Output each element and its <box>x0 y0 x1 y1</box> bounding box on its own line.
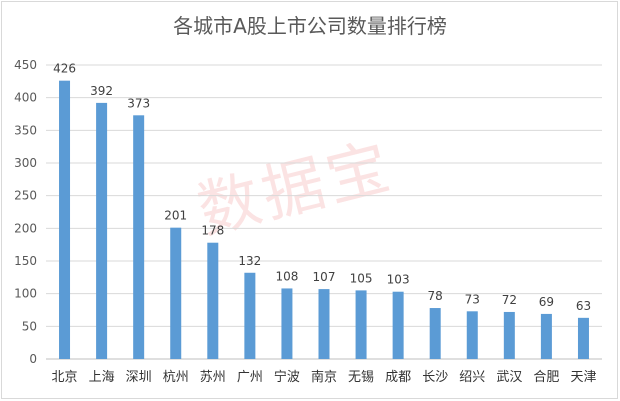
data-label: 72 <box>502 293 517 307</box>
bar <box>503 311 515 359</box>
x-tick-label: 上海 <box>89 370 115 385</box>
data-label: 63 <box>576 299 591 313</box>
data-label: 201 <box>164 209 187 223</box>
x-tick-label: 北京 <box>52 370 78 385</box>
x-tick-label: 宁波 <box>274 369 300 385</box>
data-label: 108 <box>275 269 298 283</box>
data-label: 178 <box>201 224 224 238</box>
bar <box>540 313 552 359</box>
y-tick-label: 100 <box>14 287 37 301</box>
x-tick-label: 广州 <box>237 370 263 385</box>
bar <box>59 80 71 360</box>
y-tick-label: 50 <box>22 319 37 333</box>
data-label: 78 <box>428 289 443 303</box>
x-tick-label: 长沙 <box>422 370 448 385</box>
data-label: 69 <box>539 295 554 309</box>
x-tick-label: 成都 <box>385 370 411 385</box>
data-label: 426 <box>53 62 76 76</box>
x-tick-label: 南京 <box>311 369 337 385</box>
y-tick-label: 0 <box>29 352 37 366</box>
bar <box>429 308 441 359</box>
data-label: 107 <box>313 270 336 284</box>
y-tick-label: 400 <box>14 91 37 105</box>
x-tick-label: 合肥 <box>533 370 559 385</box>
x-tick-label: 无锡 <box>348 370 374 385</box>
bar <box>244 272 256 359</box>
bar <box>577 317 589 359</box>
x-tick-label: 绍兴 <box>459 370 485 385</box>
chart-title: 各城市A股上市公司数量排行榜 <box>173 14 447 38</box>
x-tick-label: 天津 <box>570 370 596 385</box>
x-tick-label: 武汉 <box>496 370 522 385</box>
data-label: 73 <box>465 292 480 306</box>
bar <box>281 288 293 359</box>
data-label: 105 <box>350 271 373 285</box>
bar <box>133 115 145 359</box>
y-tick-label: 150 <box>14 254 37 268</box>
data-label: 373 <box>127 96 150 110</box>
data-label: 392 <box>90 84 113 98</box>
bar <box>318 289 330 359</box>
y-tick-label: 450 <box>14 58 37 72</box>
x-tick-label: 杭州 <box>163 370 189 385</box>
y-tick-label: 250 <box>14 189 37 203</box>
bar <box>466 311 478 359</box>
y-tick-label: 350 <box>14 123 37 137</box>
x-tick-label: 深圳 <box>126 370 152 385</box>
data-label: 103 <box>387 273 410 287</box>
y-tick-label: 300 <box>14 156 37 170</box>
data-label: 132 <box>238 254 261 268</box>
bar <box>392 291 404 359</box>
y-tick-label: 200 <box>14 221 37 235</box>
x-tick-label: 苏州 <box>200 369 226 385</box>
bar <box>355 290 367 359</box>
bar <box>207 242 219 359</box>
bar <box>170 227 182 359</box>
bar <box>96 102 108 359</box>
